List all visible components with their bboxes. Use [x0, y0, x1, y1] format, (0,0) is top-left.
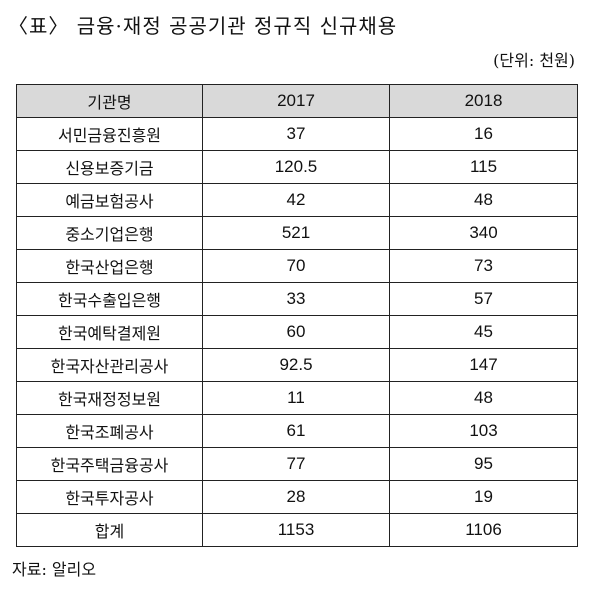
value-2018: 57: [389, 282, 578, 316]
value-2017: 42: [202, 183, 390, 217]
institution-name: 한국조폐공사: [16, 414, 203, 448]
institution-name: 예금보험공사: [16, 183, 203, 217]
data-table: 기관명 2017 2018 서민금융진흥원 37 16 신용보증기금 120.5…: [16, 84, 578, 547]
value-2018: 19: [389, 480, 578, 514]
value-2017: 70: [202, 249, 390, 283]
column-header-2017: 2017: [202, 84, 390, 118]
institution-name: 한국수출입은행: [16, 282, 203, 316]
table-row: 한국조폐공사 61 103: [16, 414, 578, 448]
total-2018: 1106: [389, 513, 578, 547]
institution-name: 한국자산관리공사: [16, 348, 203, 382]
value-2017: 61: [202, 414, 390, 448]
total-2017: 1153: [202, 513, 390, 547]
table-row: 한국자산관리공사 92.5 147: [16, 348, 578, 382]
total-label: 합계: [16, 513, 203, 547]
value-2018: 16: [389, 117, 578, 151]
institution-name: 한국산업은행: [16, 249, 203, 283]
value-2017: 28: [202, 480, 390, 514]
institution-name: 한국투자공사: [16, 480, 203, 514]
institution-name: 한국재정정보원: [16, 381, 203, 415]
table-row: 신용보증기금 120.5 115: [16, 150, 578, 184]
table-row: 한국수출입은행 33 57: [16, 282, 578, 316]
value-2017: 521: [202, 216, 390, 250]
institution-name: 한국예탁결제원: [16, 315, 203, 349]
value-2017: 37: [202, 117, 390, 151]
table-row: 서민금융진흥원 37 16: [16, 117, 578, 151]
column-header-2018: 2018: [389, 84, 578, 118]
value-2018: 340: [389, 216, 578, 250]
table-row: 한국예탁결제원 60 45: [16, 315, 578, 349]
table-total-row: 합계 1153 1106: [16, 513, 578, 547]
table-row: 예금보험공사 42 48: [16, 183, 578, 217]
table-header-row: 기관명 2017 2018: [16, 84, 578, 118]
source-note: 자료: 알리오: [12, 560, 97, 579]
table-row: 한국투자공사 28 19: [16, 480, 578, 514]
table-row: 한국주택금융공사 77 95: [16, 447, 578, 481]
institution-name: 한국주택금융공사: [16, 447, 203, 481]
institution-name: 신용보증기금: [16, 150, 203, 184]
value-2017: 120.5: [202, 150, 390, 184]
institution-name: 중소기업은행: [16, 216, 203, 250]
institution-name: 서민금융진흥원: [16, 117, 203, 151]
table-row: 중소기업은행 521 340: [16, 216, 578, 250]
value-2018: 48: [389, 183, 578, 217]
value-2017: 60: [202, 315, 390, 349]
value-2018: 103: [389, 414, 578, 448]
value-2018: 115: [389, 150, 578, 184]
unit-note: (단위: 천원): [493, 51, 575, 70]
table-row: 한국재정정보원 11 48: [16, 381, 578, 415]
value-2017: 11: [202, 381, 390, 415]
value-2017: 77: [202, 447, 390, 481]
value-2017: 33: [202, 282, 390, 316]
value-2018: 147: [389, 348, 578, 382]
value-2018: 73: [389, 249, 578, 283]
document-title: 〈표〉 금융·재정 공공기관 정규직 신규채용: [8, 14, 398, 38]
value-2017: 92.5: [202, 348, 390, 382]
value-2018: 95: [389, 447, 578, 481]
column-header-institution: 기관명: [16, 84, 203, 118]
value-2018: 45: [389, 315, 578, 349]
table-row: 한국산업은행 70 73: [16, 249, 578, 283]
value-2018: 48: [389, 381, 578, 415]
